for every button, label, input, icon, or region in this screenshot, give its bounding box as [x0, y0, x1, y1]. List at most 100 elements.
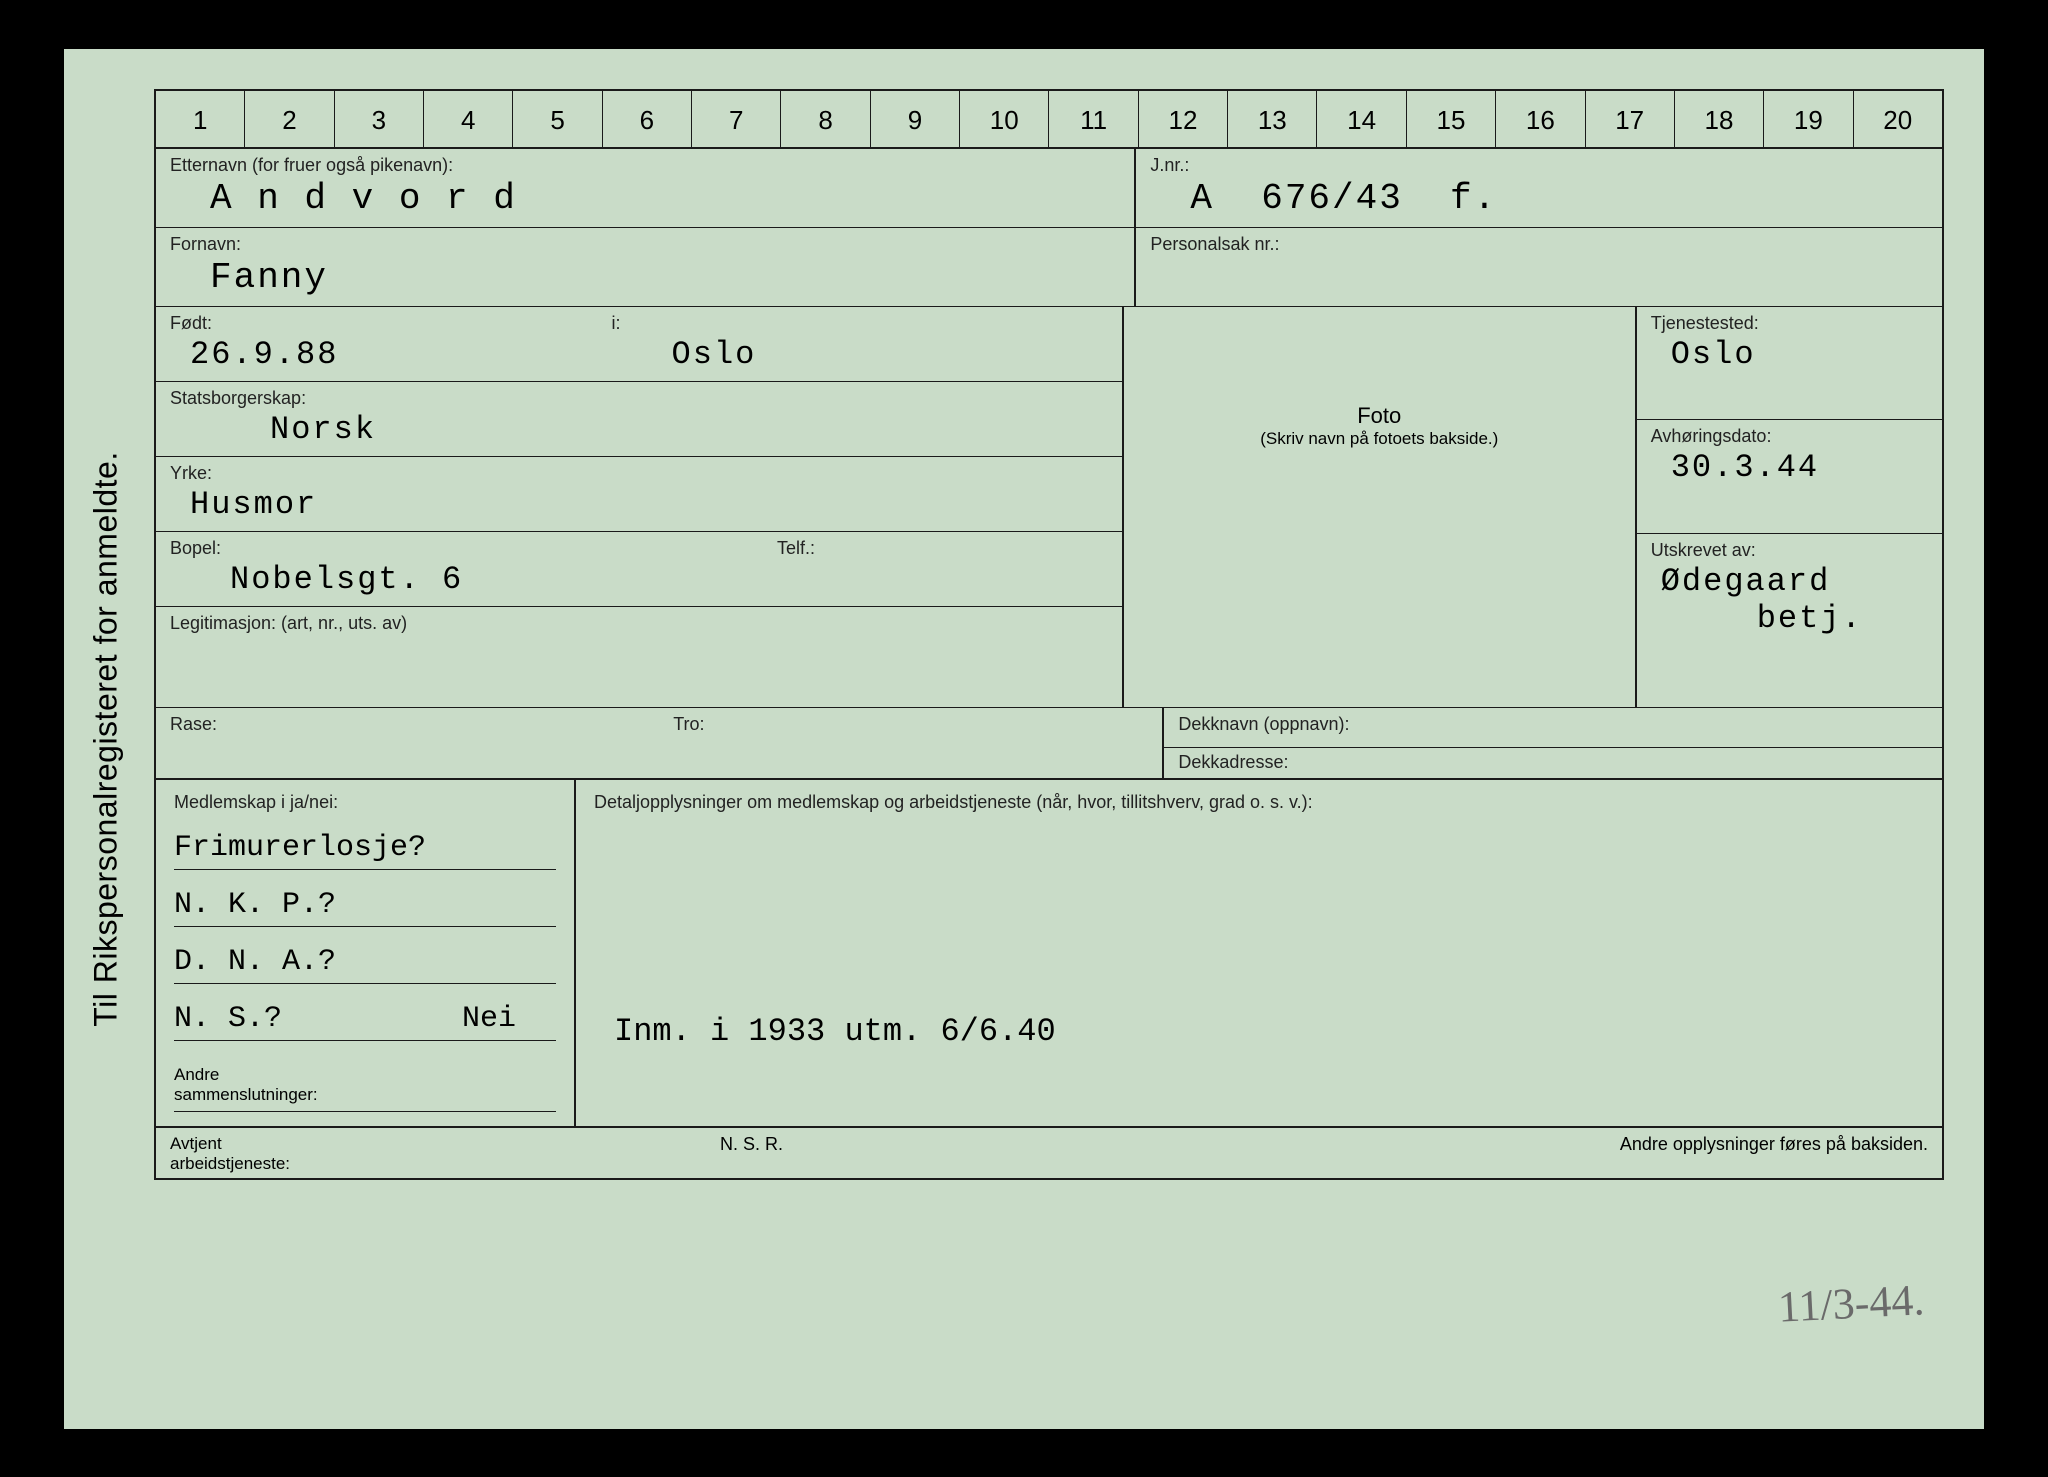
row-legitimasjon: Legitimasjon: (art, nr., uts. av) [156, 607, 1122, 707]
label-nkp: N. K. P.? [174, 888, 336, 922]
label-nsr: N. S. R. [720, 1134, 783, 1174]
label-firstname: Fornavn: [170, 234, 1120, 255]
ruler-tick: 20 [1853, 91, 1942, 147]
cell-foto: Foto (Skriv navn på fotoets bakside.) [1122, 307, 1635, 707]
ruler: 1 2 3 4 5 6 7 8 9 10 11 12 13 14 15 16 1… [156, 91, 1942, 149]
label-rase: Rase: [170, 714, 645, 735]
label-dna: D. N. A.? [174, 945, 336, 979]
form-grid: 1 2 3 4 5 6 7 8 9 10 11 12 13 14 15 16 1… [154, 89, 1944, 1180]
membership-right: Detaljopplysninger om medlemskap og arbe… [576, 780, 1942, 1126]
ruler-tick: 4 [423, 91, 512, 147]
ruler-tick: 8 [780, 91, 869, 147]
label-foto-sub: (Skriv navn på fotoets bakside.) [1138, 429, 1621, 449]
ruler-tick: 11 [1048, 91, 1137, 147]
cell-dekk: Dekknavn (oppnavn): Dekkadresse: [1162, 708, 1942, 778]
row-statsborg: Statsborgerskap: Norsk [156, 382, 1122, 457]
label-fodt: Født: [170, 313, 584, 334]
ruler-tick: 3 [334, 91, 423, 147]
cell-tro: Tro: [659, 708, 1162, 778]
cell-statsborg: Statsborgerskap: Norsk [156, 382, 1122, 456]
cell-surname: Etternavn (for fruer også pikenavn): A n… [156, 149, 1134, 227]
label-utskrevet: Utskrevet av: [1651, 540, 1928, 561]
cell-legitimasjon: Legitimasjon: (art, nr., uts. av) [156, 607, 1122, 707]
cell-avhoringsdato: Avhøringsdato: 30.3.44 [1635, 419, 1942, 533]
value-utskrevet: Ødegaard betj. [1651, 563, 1863, 637]
label-i: i: [612, 313, 1108, 334]
row-firstname: Fornavn: Fanny Personalsak nr.: [156, 228, 1942, 307]
cell-fodt: Født: 26.9.88 [156, 307, 598, 381]
value-jnr: A 676/43 f. [1150, 178, 1497, 219]
label-baksiden: Andre opplysninger føres på baksiden. [1620, 1134, 1928, 1174]
q-frimurer: Frimurerlosje? [174, 831, 556, 870]
label-frimurer: Frimurerlosje? [174, 831, 426, 865]
cell-firstname: Fornavn: Fanny [156, 228, 1134, 306]
ruler-tick: 15 [1406, 91, 1495, 147]
membership-left: Medlemskap i ja/nei: Frimurerlosje? N. K… [156, 780, 576, 1126]
value-detaljopplysninger: Inm. i 1933 utm. 6/6.40 [594, 1013, 1924, 1050]
ruler-tick: 9 [870, 91, 959, 147]
ruler-tick: 13 [1227, 91, 1316, 147]
value-statsborg: Norsk [170, 411, 376, 448]
label-statsborg: Statsborgerskap: [170, 388, 1108, 409]
label-ns: N. S.? [174, 1002, 282, 1036]
value-firstname: Fanny [170, 257, 328, 298]
label-tro: Tro: [673, 714, 1148, 735]
ruler-tick: 1 [156, 91, 244, 147]
cell-utskrevet: Utskrevet av: Ødegaard betj. [1635, 533, 1942, 706]
value-yrke: Husmor [170, 486, 317, 523]
ruler-tick: 2 [244, 91, 333, 147]
label-surname: Etternavn (for fruer også pikenavn): [170, 155, 1120, 176]
value-i: Oslo [612, 336, 757, 373]
value-tjenestested: Oslo [1651, 336, 1756, 373]
label-telf: Telf.: [777, 538, 1108, 559]
label-avtjent: Avtjent arbeidstjeneste: [170, 1134, 290, 1174]
value-fodt: 26.9.88 [170, 336, 338, 373]
value-surname: A n d v o r d [170, 178, 517, 219]
label-tjenestested: Tjenestested: [1651, 313, 1928, 334]
ruler-tick: 14 [1316, 91, 1405, 147]
registration-card: Til Rikspersonalregisteret for anmeldte.… [64, 49, 1984, 1429]
value-avhoringsdato: 30.3.44 [1651, 449, 1819, 486]
q-nkp: N. K. P.? [174, 888, 556, 927]
label-jnr: J.nr.: [1150, 155, 1928, 176]
label-foto: Foto [1138, 403, 1621, 429]
row-rase: Rase: Tro: Dekknavn (oppnavn): Dekkadres… [156, 707, 1942, 780]
ruler-tick: 19 [1763, 91, 1852, 147]
membership-block: Medlemskap i ja/nei: Frimurerlosje? N. K… [156, 780, 1942, 1128]
value-personalsak [1150, 257, 1190, 298]
label-legitimasjon: Legitimasjon: (art, nr., uts. av) [170, 613, 1108, 634]
cell-tjenestested: Tjenestested: Oslo [1635, 307, 1942, 420]
ruler-tick: 10 [959, 91, 1048, 147]
cell-yrke: Yrke: Husmor [156, 457, 1122, 531]
ruler-tick: 5 [512, 91, 601, 147]
value-bopel: Nobelsgt. 6 [170, 561, 463, 598]
label-bopel: Bopel: [170, 538, 749, 559]
label-dekkadresse: Dekkadresse: [1178, 752, 1928, 773]
right-stack: Tjenestested: Oslo Avhøringsdato: 30.3.4… [1635, 307, 1942, 707]
value-ns: Nei [462, 1002, 556, 1036]
label-avhoringsdato: Avhøringsdato: [1651, 426, 1928, 447]
label-medlemskap: Medlemskap i ja/nei: [174, 792, 556, 813]
cell-i: i: Oslo [598, 307, 1122, 381]
cell-bopel: Bopel: Nobelsgt. 6 [156, 532, 763, 606]
cell-personalsak: Personalsak nr.: [1134, 228, 1942, 306]
row-bopel: Bopel: Nobelsgt. 6 Telf.: [156, 532, 1122, 607]
label-andre-samm: Andre sammenslutninger: [174, 1065, 556, 1112]
row-yrke: Yrke: Husmor [156, 457, 1122, 532]
side-label-text: Til Rikspersonalregisteret for anmeldte. [88, 451, 125, 1026]
label-detaljopplysninger: Detaljopplysninger om medlemskap og arbe… [594, 792, 1924, 813]
cell-rase: Rase: [156, 708, 659, 778]
row-surname: Etternavn (for fruer også pikenavn): A n… [156, 149, 1942, 228]
q-ns: N. S.? Nei [174, 1002, 556, 1041]
ruler-tick: 6 [602, 91, 691, 147]
ruler-tick: 17 [1585, 91, 1674, 147]
ruler-tick: 18 [1674, 91, 1763, 147]
value-legitimasjon [170, 636, 190, 673]
left-stack: Født: 26.9.88 i: Oslo Statsborgerskap: N… [156, 307, 1122, 707]
value-telf [777, 561, 797, 598]
foto-placeholder: Foto (Skriv navn på fotoets bakside.) [1138, 313, 1621, 449]
label-personalsak: Personalsak nr.: [1150, 234, 1928, 255]
cell-telf: Telf.: [763, 532, 1122, 606]
row-fodt: Født: 26.9.88 i: Oslo [156, 307, 1122, 382]
ruler-tick: 7 [691, 91, 780, 147]
